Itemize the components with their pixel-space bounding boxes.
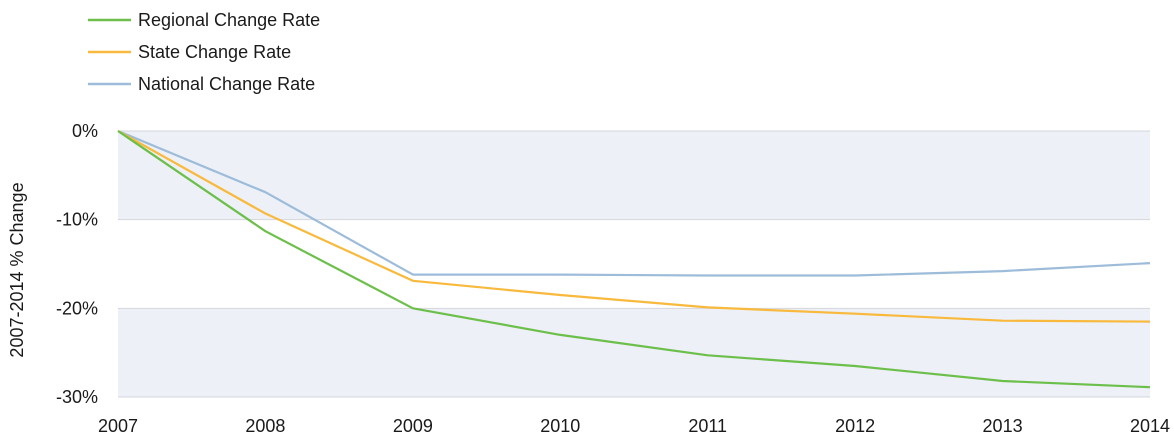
plot-background-bands: [118, 131, 1150, 397]
y-tick-label: -10%: [56, 210, 98, 230]
x-tick-label: 2008: [245, 416, 285, 436]
legend: Regional Change Rate State Change Rate Nat…: [88, 10, 320, 94]
x-tick-label: 2010: [540, 416, 580, 436]
plot-band: [118, 308, 1150, 397]
y-tick-label: -20%: [56, 298, 98, 318]
x-tick-label: 2013: [983, 416, 1023, 436]
series-line-regional-change-rate: [117, 130, 1151, 389]
series-line-state-change-rate: [117, 130, 1151, 323]
y-tick-label: -30%: [56, 387, 98, 407]
x-tick-label: 2009: [393, 416, 433, 436]
x-tick-label: 2012: [835, 416, 875, 436]
y-axis-label: 2007-2014 % Change: [7, 182, 27, 357]
legend-item: National Change Rate: [88, 74, 315, 94]
x-tick-label: 2014: [1130, 416, 1170, 436]
plot-band: [118, 131, 1150, 220]
legend-label: National Change Rate: [138, 74, 315, 94]
legend-label: Regional Change Rate: [138, 10, 320, 30]
legend-item: State Change Rate: [88, 42, 291, 62]
x-tick-label: 2007: [98, 416, 138, 436]
legend-label: State Change Rate: [138, 42, 291, 62]
gridlines: [118, 130, 1150, 398]
series-lines: [117, 129, 1151, 389]
x-axis-tick-labels: 2007 2008 2009 2010 2011 2012 2013 2014: [98, 416, 1170, 436]
series-line-national-change-rate: [117, 129, 1151, 277]
plot-band: [118, 219, 1150, 309]
x-tick-label: 2011: [688, 416, 727, 436]
legend-item: Regional Change Rate: [88, 10, 320, 30]
y-axis-tick-labels: 0% -10% -20% -30%: [56, 121, 98, 407]
y-tick-label: 0%: [72, 121, 98, 141]
